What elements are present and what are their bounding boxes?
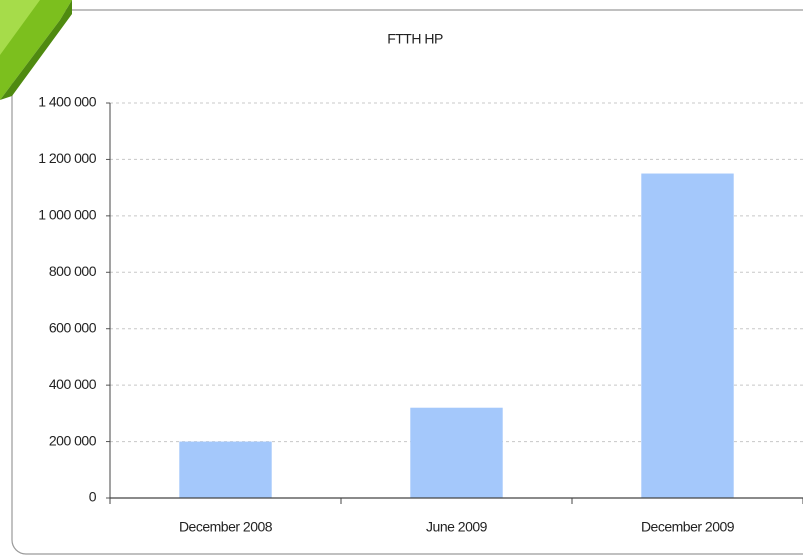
x-tick-label: December 2008	[179, 519, 273, 535]
y-tick-label: 1 200 000	[38, 150, 96, 166]
bar	[641, 174, 733, 498]
y-tick-label: 1 400 000	[38, 94, 96, 110]
y-tick-label: 400 000	[49, 376, 97, 392]
y-tick-label: 200 000	[49, 432, 97, 448]
bar	[410, 408, 502, 498]
y-tick-label: 1 000 000	[38, 207, 96, 223]
x-tick-label: June 2009	[426, 519, 488, 535]
y-tick-label: 800 000	[49, 263, 97, 279]
chart-title: FTTH HP	[387, 31, 443, 47]
bar	[179, 442, 271, 498]
y-tick-label: 0	[89, 489, 97, 505]
x-tick-label: December 2009	[641, 519, 735, 535]
y-tick-label: 600 000	[49, 319, 97, 335]
chart: FTTH HP 0 200 000 400 000 600 000 800 000 1 0…	[0, 0, 803, 560]
